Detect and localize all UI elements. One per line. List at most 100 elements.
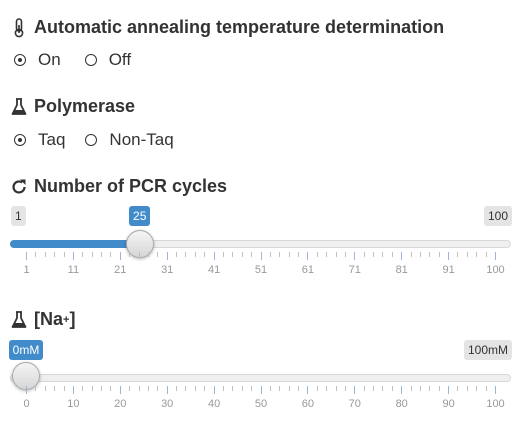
na-section: [Na +] 100mM 0mM 0 10 20 30 40 50 60 70 80 90 100: [8, 0, 514, 424]
pcr-minor-tick: [419, 252, 421, 257]
pcr-minor-tick: [241, 252, 243, 257]
pcr-minor-tick: [485, 252, 487, 257]
annealing-radio-on[interactable]: On: [14, 50, 61, 70]
pcr-minor-tick: [251, 252, 253, 257]
na-major-tick: [26, 386, 27, 394]
na-title: [Na: [34, 309, 64, 329]
pcr-tick-label: 61: [301, 264, 315, 276]
pcr-major-tick: [401, 252, 403, 260]
na-major-tick: [495, 386, 496, 394]
pcr-minor-tick: [316, 252, 318, 257]
pcr-value-badge: 25: [129, 206, 151, 226]
na-minor-tick: [269, 386, 271, 391]
pcr-minor-tick: [82, 252, 84, 257]
na-major-tick: [307, 386, 309, 394]
radio-taq-circle[interactable]: [14, 134, 26, 146]
pcr-cycles-section: Number of PCR cycles 1 100 25 1 11 21 31 41 5…: [10, 0, 514, 290]
pcr-minor-tick: [110, 252, 112, 257]
na-minor-tick: [82, 386, 84, 391]
na-slider-track[interactable]: [10, 374, 511, 382]
radio-on-circle[interactable]: [14, 54, 26, 66]
pcr-tick-label: 71: [348, 264, 361, 276]
pcr-slider-handle[interactable]: [125, 230, 154, 258]
na-minor-tick: [204, 386, 206, 391]
na-slider-ticks: 0 10 20 30 40 50 60 70 80 90 100: [10, 386, 511, 416]
pcr-tick-label: 81: [395, 264, 408, 276]
pcr-minor-tick: [157, 252, 159, 257]
annealing-radio-off[interactable]: Off: [84, 50, 132, 70]
na-title-superscript: +: [63, 313, 70, 326]
pcr-minor-tick: [288, 252, 290, 257]
pcr-slider-ticks: 1 11 21 31 41 51 61 71 81 91 100: [10, 252, 511, 282]
na-major-tick: [119, 386, 121, 394]
pcr-major-tick: [119, 252, 121, 260]
na-tick-label: 90: [442, 398, 455, 410]
pcr-major-tick: [72, 252, 74, 260]
na-major-tick: [72, 386, 74, 394]
radio-off-circle[interactable]: [84, 54, 97, 66]
pcr-minor-tick: [232, 252, 234, 257]
na-minor-tick: [138, 386, 140, 391]
pcr-minor-tick: [466, 252, 468, 257]
pcr-minor-tick: [204, 252, 206, 257]
na-tick-label: 20: [114, 398, 127, 410]
pcr-minor-tick: [279, 252, 281, 257]
na-minor-tick: [363, 386, 365, 391]
radio-nontaq-label: Non-Taq: [109, 130, 174, 149]
na-minor-tick: [485, 386, 487, 391]
flask-icon: [10, 97, 28, 117]
na-minor-tick: [147, 386, 149, 391]
na-minor-tick: [326, 386, 328, 391]
pcr-minor-tick: [35, 252, 37, 257]
polymerase-radio-nontaq[interactable]: Non-Taq: [85, 130, 174, 150]
pcr-minor-tick: [298, 252, 300, 257]
pcr-minor-tick: [185, 252, 187, 257]
pcr-minor-tick: [391, 252, 393, 257]
pcr-minor-tick: [326, 252, 328, 257]
refresh-icon: [10, 177, 28, 197]
radio-nontaq-circle[interactable]: [85, 134, 98, 146]
pcr-tick-label: 91: [442, 264, 455, 276]
na-tick-label: 30: [161, 398, 174, 410]
pcr-major-tick: [448, 252, 450, 260]
pcr-minor-tick: [457, 252, 459, 257]
pcr-minor-tick: [147, 252, 149, 257]
pcr-cycles-heading: Number of PCR cycles: [10, 176, 227, 197]
na-tick-label: 40: [207, 398, 221, 410]
pcr-cycles-slider[interactable]: 1 100 25 1 11 21 31 41 51 61 71 81 91 100: [10, 206, 512, 296]
na-minor-tick: [176, 386, 178, 391]
pcr-cycles-title: Number of PCR cycles: [34, 176, 228, 196]
na-tick-label: 100: [486, 398, 505, 410]
na-slider[interactable]: 100mM 0mM 0 10 20 30 40 50 60 70 80 90 100: [8, 340, 512, 430]
pcr-minor-tick: [101, 252, 103, 257]
na-minor-tick: [335, 386, 337, 391]
na-minor-tick: [129, 386, 131, 391]
flask-icon: [10, 310, 28, 330]
na-max-badge: 100mM: [463, 340, 512, 360]
na-major-tick: [401, 386, 403, 394]
pcr-major-tick: [213, 252, 215, 260]
pcr-minor-tick: [373, 252, 375, 257]
na-minor-tick: [438, 386, 440, 391]
na-minor-tick: [466, 386, 468, 391]
na-major-tick: [448, 386, 450, 394]
na-minor-tick: [476, 386, 478, 391]
na-minor-tick: [457, 386, 459, 391]
pcr-minor-tick: [410, 252, 412, 257]
polymerase-radio-taq[interactable]: Taq: [14, 130, 65, 150]
pcr-minor-tick: [476, 252, 478, 257]
na-minor-tick: [232, 386, 234, 391]
na-slider-handle[interactable]: [12, 362, 40, 390]
pcr-tick-label: 21: [114, 264, 127, 276]
na-minor-tick: [44, 386, 46, 391]
na-minor-tick: [110, 386, 112, 391]
pcr-tick-label: 41: [207, 264, 221, 276]
pcr-major-tick: [166, 252, 168, 260]
na-minor-tick: [429, 386, 431, 391]
pcr-tick-label: 1: [23, 264, 30, 276]
na-value-badge: 0mM: [8, 340, 44, 360]
radio-on-label: On: [38, 50, 61, 69]
na-major-tick: [260, 386, 262, 394]
radio-off-label: Off: [108, 50, 132, 69]
pcr-tick-label: 100: [486, 264, 505, 276]
